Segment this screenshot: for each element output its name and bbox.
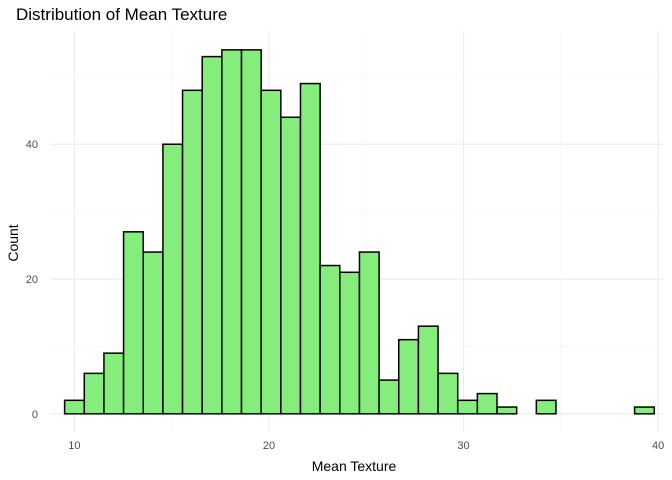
y-tick-label: 40 xyxy=(26,139,38,151)
x-axis-ticks: 10 20 30 40 xyxy=(68,440,664,452)
histogram-bar xyxy=(181,89,203,415)
y-axis-title: Count xyxy=(5,224,21,261)
y-axis-ticks: 0 20 40 xyxy=(26,139,38,421)
histogram-bar xyxy=(201,55,223,415)
histogram-bar xyxy=(417,325,439,415)
histogram-bar xyxy=(162,143,184,415)
histogram-bar xyxy=(240,49,262,415)
histogram-bar xyxy=(83,372,105,415)
histogram-bar xyxy=(339,271,361,415)
histogram-bar xyxy=(437,372,459,415)
histogram-bar xyxy=(535,399,557,415)
histogram-bar xyxy=(63,399,86,415)
histogram-bar xyxy=(496,406,518,415)
histogram-bar xyxy=(221,49,243,415)
histogram-bar xyxy=(398,338,420,415)
histogram-bar xyxy=(122,231,144,415)
histogram-bar xyxy=(319,264,341,415)
histogram-bar xyxy=(633,406,656,415)
histogram-bar xyxy=(456,399,479,415)
y-tick-label: 20 xyxy=(26,274,38,286)
y-tick-label: 0 xyxy=(32,409,38,421)
x-axis-title: Mean Texture xyxy=(312,458,397,474)
histogram-bar xyxy=(260,89,282,415)
chart-title: Distribution of Mean Texture xyxy=(16,5,227,24)
histogram-bar xyxy=(378,379,400,415)
bars xyxy=(63,49,656,415)
histogram-bar xyxy=(142,251,164,415)
histogram-bar xyxy=(103,352,125,415)
histogram-bar xyxy=(358,251,380,415)
x-tick-label: 20 xyxy=(263,440,275,452)
x-tick-label: 10 xyxy=(68,440,80,452)
x-tick-label: 40 xyxy=(652,440,664,452)
histogram-bar xyxy=(280,116,302,415)
histogram-bar xyxy=(476,392,498,415)
x-tick-label: 30 xyxy=(457,440,469,452)
histogram-bar xyxy=(299,82,321,415)
